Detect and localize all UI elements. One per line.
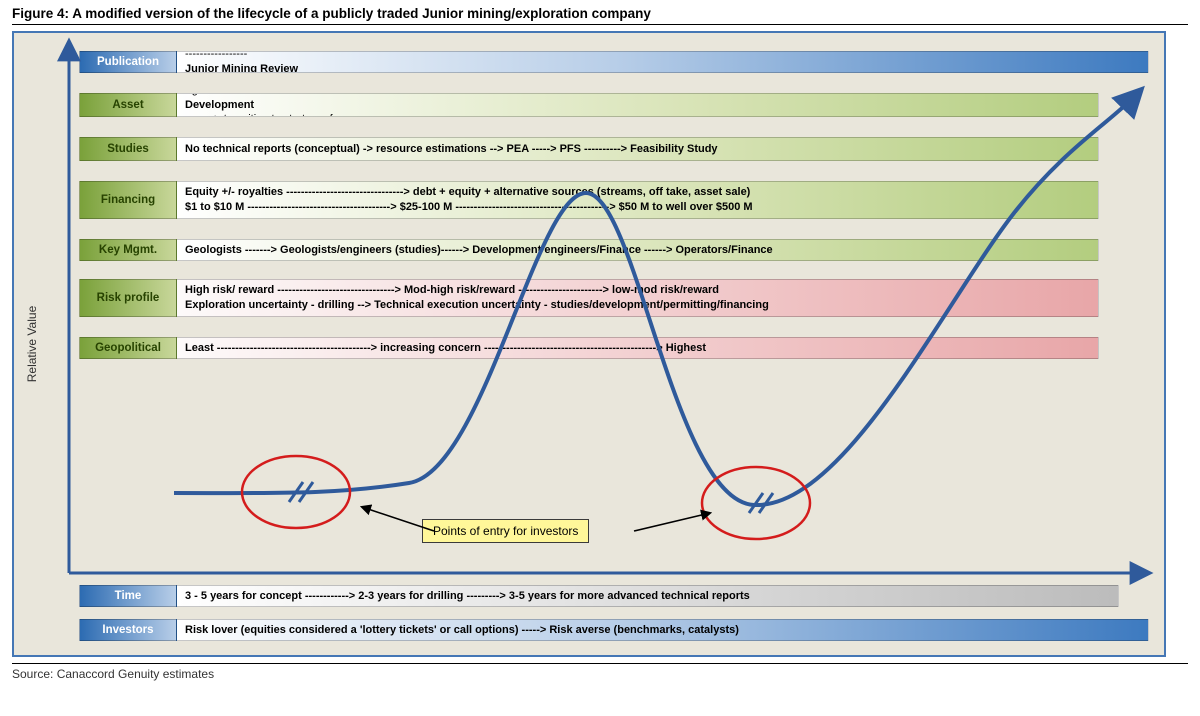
bar-asset: Exploration - grassroots to advanced ---… (177, 93, 1099, 117)
row-asset: AssetExploration - grassroots to advance… (79, 93, 1099, 117)
tag-geopolitical: Geopolitical (79, 337, 177, 359)
tag-keymgmt: Key Mgmt. (79, 239, 177, 261)
bar-geopolitical: Least ----------------------------------… (177, 337, 1099, 359)
bar-financing: Equity +/- royalties -------------------… (177, 181, 1099, 219)
figure-title: Figure 4: A modified version of the life… (12, 6, 1188, 25)
row-studies: StudiesNo technical reports (conceptual)… (79, 137, 1099, 161)
tag-studies: Studies (79, 137, 177, 161)
bar-time: 3 - 5 years for concept ------------> 2-… (177, 585, 1119, 607)
bar-risk: High risk/ reward ----------------------… (177, 279, 1099, 317)
source-line: Source: Canaccord Genuity estimates (12, 663, 1188, 681)
row-financing: FinancingEquity +/- royalties ----------… (79, 181, 1099, 219)
tag-time: Time (79, 585, 177, 607)
row-geopolitical: GeopoliticalLeast ----------------------… (79, 337, 1099, 359)
tag-investors: Investors (79, 619, 177, 641)
bar-studies: No technical reports (conceptual) -> res… (177, 137, 1099, 161)
bar-publication: Mineral Exploration Review -------------… (177, 51, 1149, 73)
bar-keymgmt: Geologists -------> Geologists/engineers… (177, 239, 1099, 261)
tag-financing: Financing (79, 181, 177, 219)
tag-publication: Publication (79, 51, 177, 73)
y-axis-label: Relative Value (25, 306, 39, 383)
row-keymgmt: Key Mgmt.Geologists -------> Geologists/… (79, 239, 1099, 261)
bar-investors: Risk lover (equities considered a 'lotte… (177, 619, 1149, 641)
row-time: Time3 - 5 years for concept ------------… (79, 585, 1119, 607)
row-investors: InvestorsRisk lover (equities considered… (79, 619, 1149, 641)
row-risk: Risk profileHigh risk/ reward ----------… (79, 279, 1099, 317)
tag-asset: Asset (79, 93, 177, 117)
entry-callout: Points of entry for investors (422, 519, 589, 543)
row-publication: PublicationMineral Exploration Review --… (79, 51, 1149, 73)
chart-frame: Relative Value PublicationMineral Explor… (12, 31, 1166, 657)
tag-risk: Risk profile (79, 279, 177, 317)
